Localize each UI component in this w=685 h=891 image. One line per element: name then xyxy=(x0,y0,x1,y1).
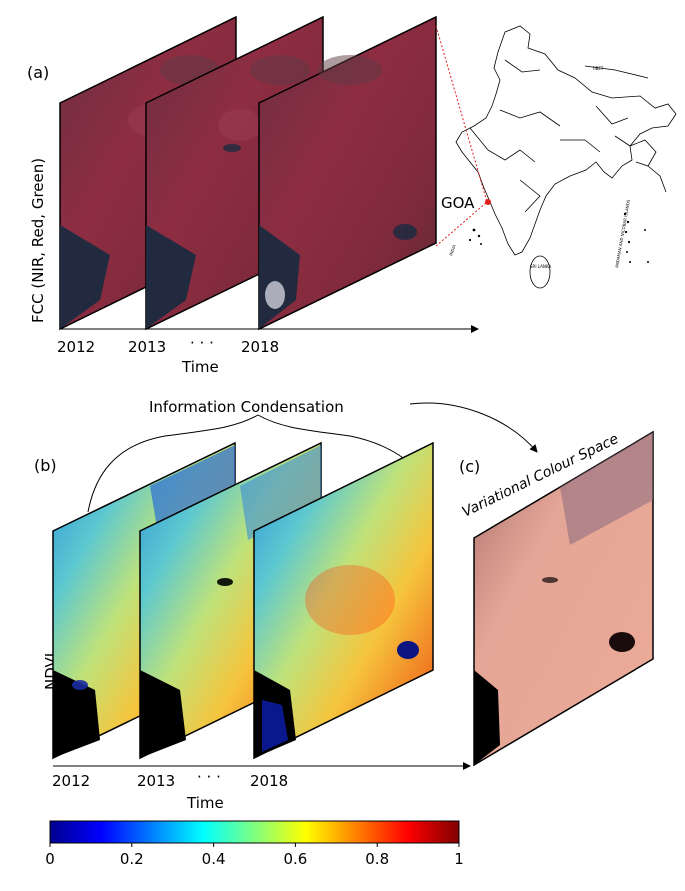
time-label-b: Time xyxy=(186,794,224,812)
panel-b: (b) NDVI 2012 2013 · · · 2018 Time xyxy=(34,441,471,812)
colorbar-tick-0-6: 0.6 xyxy=(283,850,307,868)
panel-b-label: (b) xyxy=(34,456,57,475)
panel-a-label: (a) xyxy=(27,63,49,82)
condensation-brace xyxy=(87,414,433,513)
goa-pointer-bottom xyxy=(435,201,488,247)
goa-pointer-top xyxy=(435,25,488,203)
panel-a-ylabel: FCC (NIR, Red, Green) xyxy=(29,158,47,323)
ellipsis-b: · · · xyxy=(197,768,221,786)
information-condensation: Information Condensation xyxy=(87,398,538,513)
colorbar-ticks xyxy=(49,843,460,847)
island-dots xyxy=(468,212,649,263)
colorbar-tick-0-2: 0.2 xyxy=(120,850,144,868)
panel-c-label: (c) xyxy=(459,457,480,476)
year-label-2013-a: 2013 xyxy=(128,338,166,356)
colorbar-tick-1: 1 xyxy=(454,850,464,868)
map-label-india: INDIA xyxy=(448,244,457,256)
colorbar-tick-0-4: 0.4 xyxy=(202,850,226,868)
condensation-label: Information Condensation xyxy=(149,398,344,416)
colorbar: 0 0.2 0.4 0.6 0.8 1 xyxy=(45,820,464,868)
year-label-2012-a: 2012 xyxy=(57,338,95,356)
panel-c: (c) Variational Colour Space xyxy=(459,430,654,767)
condensation-arrow xyxy=(409,402,538,453)
colorbar-tick-0-8: 0.8 xyxy=(365,850,389,868)
map-label-tibet: TIBET xyxy=(591,66,604,71)
ellipsis-a: · · · xyxy=(190,334,214,352)
year-label-2018-a: 2018 xyxy=(241,338,279,356)
colorbar-tick-0: 0 xyxy=(45,850,55,868)
india-map xyxy=(455,25,677,289)
variational-colour-space-image xyxy=(473,430,654,767)
ndvi-image-2018 xyxy=(253,441,434,760)
map-label-sri-lanka: SRI LANKA xyxy=(530,264,551,269)
goa-label: GOA xyxy=(441,194,475,212)
map-label-andaman: ANDAMAN AND NICOBAR ISLANDS xyxy=(614,199,631,268)
colorbar-gradient xyxy=(49,820,460,844)
time-label-a: Time xyxy=(181,358,219,376)
year-label-2013-b: 2013 xyxy=(137,772,175,790)
panel-a: (a) FCC (NIR, Red, Green) 2012 2013 · · xyxy=(27,15,677,376)
year-label-2012-b: 2012 xyxy=(52,772,90,790)
fcc-image-2018 xyxy=(258,15,437,331)
year-label-2018-b: 2018 xyxy=(250,772,288,790)
goa-marker xyxy=(485,199,491,205)
